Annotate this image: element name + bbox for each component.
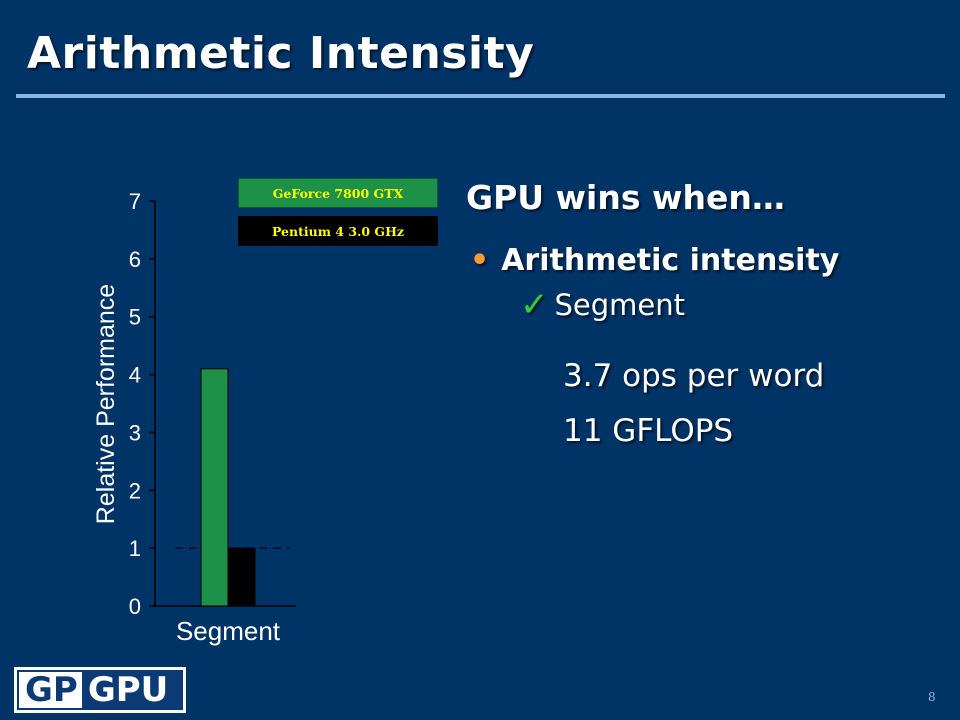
title-divider [16,94,945,98]
y-tick-label: 5 [129,305,141,330]
sub-bullet-text: Segment [554,288,686,322]
y-axis-title: Relative Performance [92,284,120,524]
y-tick-label: 4 [129,363,141,388]
bar-gpu-segment [200,368,229,607]
logo-text-gp: GP [19,672,82,708]
page-number: 8 [928,690,936,704]
sub-bullet-item: ✓ Segment [520,288,685,322]
stat-gflops: 11 GFLOPS [563,413,734,449]
gpgpu-logo: GP GPU [14,667,186,713]
bullet-item: • Arithmetic intensity [470,243,839,278]
y-tick-label: 2 [129,478,141,503]
bar-cpu-segment [227,547,256,607]
bullet-dot-icon: • [470,243,490,278]
legend-entry-gpu: GeForce 7800 GTX [238,178,438,208]
slide-title: Arithmetic Intensity [27,28,535,79]
content-heading: GPU wins when… [466,178,785,217]
stat-ops-per-word: 3.7 ops per word [563,358,825,394]
x-category-label: Segment [176,616,281,646]
checkmark-icon: ✓ [520,285,549,325]
y-tick-label: 7 [129,189,141,214]
y-tick-label: 0 [129,594,141,619]
y-tick-label: 1 [129,536,141,561]
legend-entry-cpu: Pentium 4 3.0 GHz [238,216,438,246]
y-tick-label: 3 [129,420,141,445]
logo-text-gpu: GPU [81,672,181,708]
y-tick-label: 6 [129,247,141,272]
bullet-text: Arithmetic intensity [501,243,840,278]
